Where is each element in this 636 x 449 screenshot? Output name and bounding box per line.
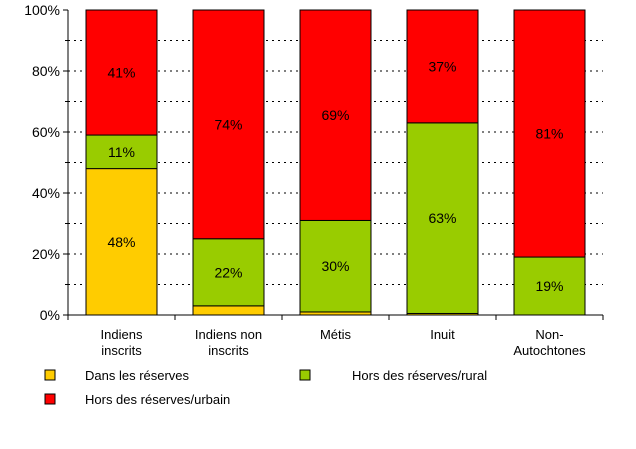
data-label: 22%: [214, 264, 242, 280]
category-label: Indiens inscrits: [101, 327, 143, 358]
axes: 0%20%40%60%80%100%Indiens inscritsIndiens…: [24, 2, 604, 358]
data-label: 19%: [535, 278, 563, 294]
data-label: 37%: [428, 58, 456, 74]
data-label: 81%: [535, 126, 563, 142]
category-label-line: inscrits: [101, 343, 142, 358]
bar-segment: [299, 9, 372, 221]
y-tick-label: 0%: [40, 307, 60, 323]
bar-segment: [192, 238, 265, 307]
category-label-line: Métis: [320, 327, 352, 342]
data-label: 11%: [108, 144, 135, 160]
data-label: 63%: [428, 210, 456, 226]
category-label-line: Non-: [535, 327, 563, 342]
legend-swatch: [299, 369, 311, 381]
bar-segment: [299, 219, 372, 313]
bar-segment: [192, 9, 265, 240]
legend-label: Hors des réserves/urbain: [85, 392, 230, 407]
data-label: 48%: [107, 234, 135, 250]
y-tick-label: 40%: [32, 185, 60, 201]
legend: Dans les réserves Hors des réserves/rural…: [44, 368, 487, 407]
category-label: Indiens non inscrits: [195, 327, 262, 358]
data-label: 74%: [214, 116, 242, 132]
category-label: Non-Autochtones: [513, 327, 586, 358]
y-tick-label: 60%: [32, 124, 60, 140]
legend-label: Hors des réserves/rural: [352, 368, 487, 383]
category-label-line: Autochtones: [513, 343, 586, 358]
legend-swatch: [44, 393, 56, 405]
category-label: Inuit: [430, 327, 455, 342]
category-label-line: inscrits: [208, 343, 249, 358]
category-label-line: Inuit: [430, 327, 455, 342]
data-label: 69%: [321, 107, 349, 123]
legend-label: Dans les réserves: [85, 368, 190, 383]
category-label: Métis: [320, 327, 352, 342]
bars: [85, 9, 586, 316]
y-tick-label: 100%: [24, 2, 60, 18]
y-tick-label: 80%: [32, 63, 60, 79]
y-tick-label: 20%: [32, 246, 60, 262]
data-label: 30%: [321, 258, 349, 274]
legend-swatch: [44, 369, 56, 381]
bar-segment: [192, 305, 265, 316]
data-labels: 48% 11% 41% 22% 74% 30% 69% 63% 37% 19% 81%: [107, 58, 563, 294]
bar-segment: [85, 9, 158, 136]
bar-segment: [406, 9, 479, 124]
bar-segment: [406, 122, 479, 314]
bar-segment: [85, 168, 158, 316]
bar-segment: [513, 9, 586, 258]
bar-segment: [513, 256, 586, 316]
category-label-line: Indiens non: [195, 327, 262, 342]
category-label-line: Indiens: [101, 327, 143, 342]
data-label: 41%: [107, 65, 135, 81]
